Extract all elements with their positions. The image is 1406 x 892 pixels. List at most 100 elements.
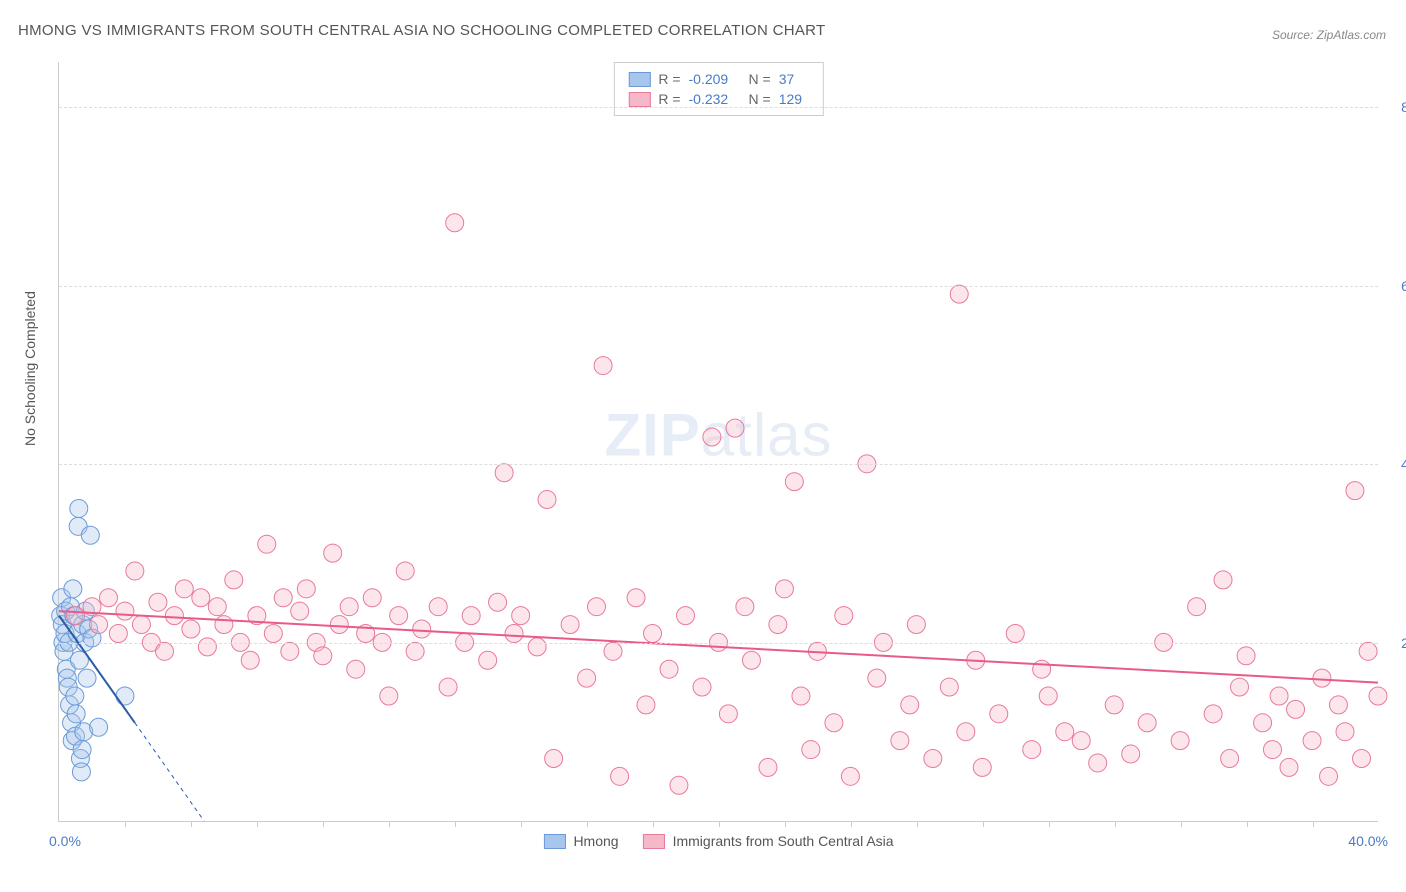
trend-line-extension (135, 723, 204, 821)
x-tick (191, 821, 192, 827)
scatter-point (637, 696, 655, 714)
scatter-point (132, 616, 150, 634)
scatter-point (1237, 647, 1255, 665)
scatter-point (627, 589, 645, 607)
n-label: N = (749, 71, 771, 87)
scatter-point (297, 580, 315, 598)
scatter-point (1231, 678, 1249, 696)
legend-label-hmong: Hmong (573, 833, 618, 849)
scatter-point (1072, 732, 1090, 750)
scatter-point (703, 428, 721, 446)
scatter-point (81, 526, 99, 544)
scatter-point (742, 651, 760, 669)
scatter-point (611, 767, 629, 785)
scatter-point (363, 589, 381, 607)
scatter-point (462, 607, 480, 625)
scatter-point (604, 642, 622, 660)
scatter-point (1023, 741, 1041, 759)
scatter-point (1254, 714, 1272, 732)
scatter-point (785, 473, 803, 491)
scatter-point (578, 669, 596, 687)
scatter-point (1313, 669, 1331, 687)
x-axis-max-label: 40.0% (1348, 833, 1388, 849)
scatter-point (1138, 714, 1156, 732)
x-tick (719, 821, 720, 827)
x-tick (125, 821, 126, 827)
legend-bottom: Hmong Immigrants from South Central Asia (543, 833, 893, 849)
scatter-point (940, 678, 958, 696)
scatter-point (1214, 571, 1232, 589)
scatter-point (495, 464, 513, 482)
scatter-point (759, 758, 777, 776)
y-tick-label: 4.0% (1383, 456, 1406, 472)
scatter-point (1336, 723, 1354, 741)
x-tick (257, 821, 258, 827)
scatter-plot-svg (59, 62, 1378, 821)
scatter-point (241, 651, 259, 669)
scatter-point (291, 602, 309, 620)
scatter-point (594, 357, 612, 375)
scatter-point (1346, 482, 1364, 500)
scatter-point (670, 776, 688, 794)
scatter-point (225, 571, 243, 589)
stats-legend-box: R = -0.209 N = 37 R = -0.232 N = 129 (613, 62, 823, 116)
r-label-2: R = (658, 91, 680, 107)
scatter-point (264, 624, 282, 642)
scatter-point (324, 544, 342, 562)
n-value-hmong: 37 (779, 71, 809, 87)
scatter-point (1329, 696, 1347, 714)
scatter-point (924, 750, 942, 768)
scatter-point (1320, 767, 1338, 785)
scatter-point (126, 562, 144, 580)
scatter-point (198, 638, 216, 656)
scatter-point (644, 624, 662, 642)
scatter-point (70, 499, 88, 517)
scatter-point (1270, 687, 1288, 705)
scatter-point (109, 624, 127, 642)
scatter-point (439, 678, 457, 696)
scatter-point (825, 714, 843, 732)
scatter-point (78, 669, 96, 687)
scatter-point (1105, 696, 1123, 714)
x-tick (1313, 821, 1314, 827)
scatter-point (1171, 732, 1189, 750)
scatter-point (660, 660, 678, 678)
scatter-point (116, 687, 134, 705)
x-tick (653, 821, 654, 827)
scatter-point (1056, 723, 1074, 741)
scatter-point (274, 589, 292, 607)
scatter-point (340, 598, 358, 616)
r-label: R = (658, 71, 680, 87)
scatter-point (156, 642, 174, 660)
source-attribution: Source: ZipAtlas.com (1272, 28, 1386, 42)
x-tick (983, 821, 984, 827)
x-tick (455, 821, 456, 827)
y-tick-label: 2.0% (1383, 635, 1406, 651)
scatter-point (406, 642, 424, 660)
scatter-point (380, 687, 398, 705)
stats-row-hmong: R = -0.209 N = 37 (628, 69, 808, 89)
scatter-point (1263, 741, 1281, 759)
scatter-point (73, 741, 91, 759)
scatter-point (330, 616, 348, 634)
x-tick (521, 821, 522, 827)
scatter-point (802, 741, 820, 759)
scatter-point (775, 580, 793, 598)
swatch-hmong (628, 72, 650, 87)
scatter-point (90, 616, 108, 634)
grid-line (59, 286, 1378, 287)
scatter-point (314, 647, 332, 665)
scatter-point (182, 620, 200, 638)
legend-item-immigrants: Immigrants from South Central Asia (643, 833, 894, 849)
scatter-point (719, 705, 737, 723)
scatter-point (116, 602, 134, 620)
scatter-point (347, 660, 365, 678)
scatter-point (479, 651, 497, 669)
chart-title: HMONG VS IMMIGRANTS FROM SOUTH CENTRAL A… (18, 22, 826, 39)
r-value-hmong: -0.209 (689, 71, 741, 87)
legend-swatch-immigrants (643, 834, 665, 849)
scatter-point (66, 687, 84, 705)
scatter-point (396, 562, 414, 580)
grid-line (59, 464, 1378, 465)
scatter-point (1122, 745, 1140, 763)
